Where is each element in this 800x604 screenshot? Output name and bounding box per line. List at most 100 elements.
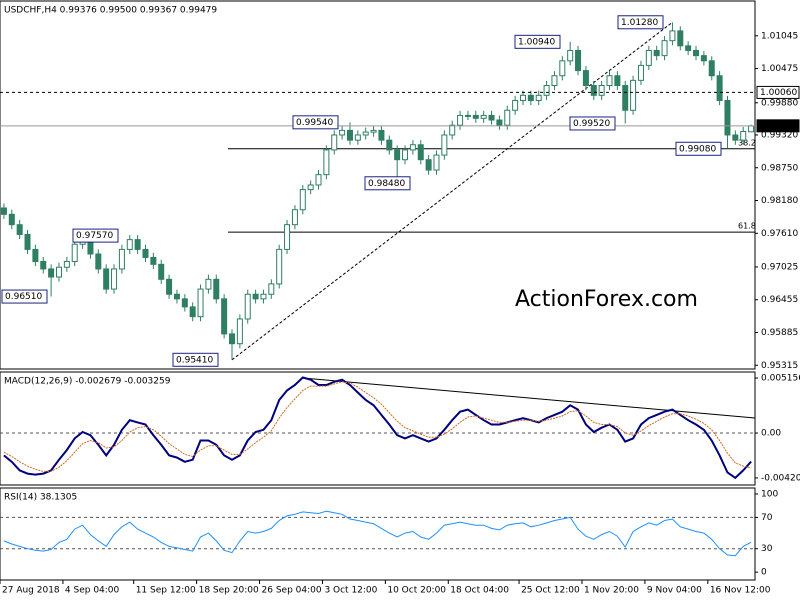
y-tick-label: 0.97610 (761, 229, 798, 239)
candle-body (213, 278, 220, 300)
candle-body (197, 288, 204, 318)
candle-body (103, 268, 110, 290)
panel-frame (0, 0, 756, 370)
candle-body (425, 159, 432, 171)
candle-body (16, 224, 23, 235)
candle-body (582, 70, 589, 87)
candle-body (527, 94, 534, 101)
candle-body (488, 114, 495, 121)
candle-body (535, 94, 542, 101)
candle-body (48, 268, 55, 278)
candle-body (449, 124, 456, 136)
y-tick-label: 0.95315 (761, 361, 798, 371)
candle-body (732, 134, 739, 141)
candle-body (32, 248, 39, 262)
annotation-box (172, 352, 219, 367)
panel-title: MACD(12,26,9) -0.002679 -0.003259 (4, 377, 171, 387)
x-tick-label: 3 Oct 12:00 (324, 586, 377, 596)
candle-body (331, 134, 338, 151)
candle-body (512, 99, 519, 111)
candle-body (559, 60, 566, 77)
candle-body (504, 109, 511, 126)
candle-body (543, 85, 550, 96)
panel-title: USDCHF,H4 0.99376 0.99500 0.99367 0.9947… (4, 6, 217, 16)
series-line (3, 381, 752, 472)
annotation-label: 0.97570 (76, 231, 113, 241)
x-tick-label: 10 Oct 20:00 (387, 586, 446, 596)
candle-body (173, 293, 180, 300)
candle-body (740, 131, 747, 141)
candle-body (472, 114, 479, 119)
candle-body (464, 114, 471, 117)
candle-body (276, 248, 283, 285)
candle-body (653, 49, 660, 57)
candle-body (323, 149, 330, 176)
candle-body (315, 174, 322, 186)
x-tick-label: 25 Oct 12:00 (521, 586, 580, 596)
candle-body (567, 49, 574, 62)
annotation-label: 0.99540 (296, 118, 333, 128)
candle-body (433, 154, 440, 171)
candle-body (362, 131, 369, 136)
panel-frame (0, 371, 756, 486)
trendline (231, 21, 673, 361)
y-tick-label: 30 (761, 544, 773, 554)
candle-body (0, 207, 7, 215)
annotation-label: 0.99080 (679, 144, 716, 154)
candle-body (575, 49, 582, 72)
candle-body (339, 129, 346, 136)
candle-body (598, 85, 605, 96)
candle-body (354, 134, 361, 141)
candle-body (606, 75, 613, 87)
y-tick-label: 1.01045 (761, 31, 798, 41)
panel-frame (0, 487, 756, 581)
series-line (3, 510, 752, 557)
annotation-box (364, 176, 411, 191)
candle-body (55, 266, 62, 278)
macd-trendline (302, 377, 756, 419)
candle-body (614, 75, 621, 87)
y-tick-label: 70 (761, 513, 773, 523)
annotation-label: 0.96510 (5, 292, 42, 302)
candle-body (166, 278, 173, 295)
annotation-label: 0.95410 (176, 355, 213, 365)
y-tick-label: -0.004209 (761, 473, 800, 483)
y-tick-label: 0.005156 (761, 374, 800, 384)
candle-body (158, 263, 165, 280)
candle-body (8, 213, 15, 226)
candle-body (409, 144, 416, 151)
y-tick-label: 0.95885 (761, 328, 798, 338)
x-tick-label: 9 Nov 04:00 (647, 586, 702, 596)
series-line (3, 376, 752, 480)
candle-body (63, 260, 70, 268)
y-tick-label: 0.99320 (761, 130, 798, 140)
candle-body (229, 333, 236, 345)
candle-body (457, 114, 464, 126)
candle-body (386, 139, 393, 151)
candle-body (519, 94, 526, 101)
x-tick-label: 18 Sep 20:00 (199, 586, 259, 596)
candle-body (645, 49, 652, 66)
annotation-box (569, 116, 616, 131)
annotation-box (514, 34, 561, 49)
candle-body (118, 248, 125, 270)
candle-body (748, 125, 755, 133)
candle-body (378, 129, 385, 141)
candle-body (252, 293, 259, 300)
annotation-box (1, 289, 48, 304)
x-tick-label: 16 Nov 12:00 (710, 586, 771, 596)
annotation-label: 1.01280 (621, 18, 658, 28)
fib-label: 61.8 (738, 222, 756, 231)
panel-title: RSI(14) 38.1305 (4, 493, 77, 503)
y-tick-label: 0 (761, 568, 767, 578)
candle-body (134, 239, 141, 250)
candle-body (480, 114, 487, 119)
candle-body (307, 184, 314, 191)
candle-body (221, 298, 228, 335)
candle-body (299, 189, 306, 211)
y-tick-label: 0.96455 (761, 295, 798, 305)
candle-body (244, 293, 251, 320)
y-tick-label: 0.99880 (761, 98, 798, 108)
y-tick-label: 0.97025 (761, 262, 798, 272)
